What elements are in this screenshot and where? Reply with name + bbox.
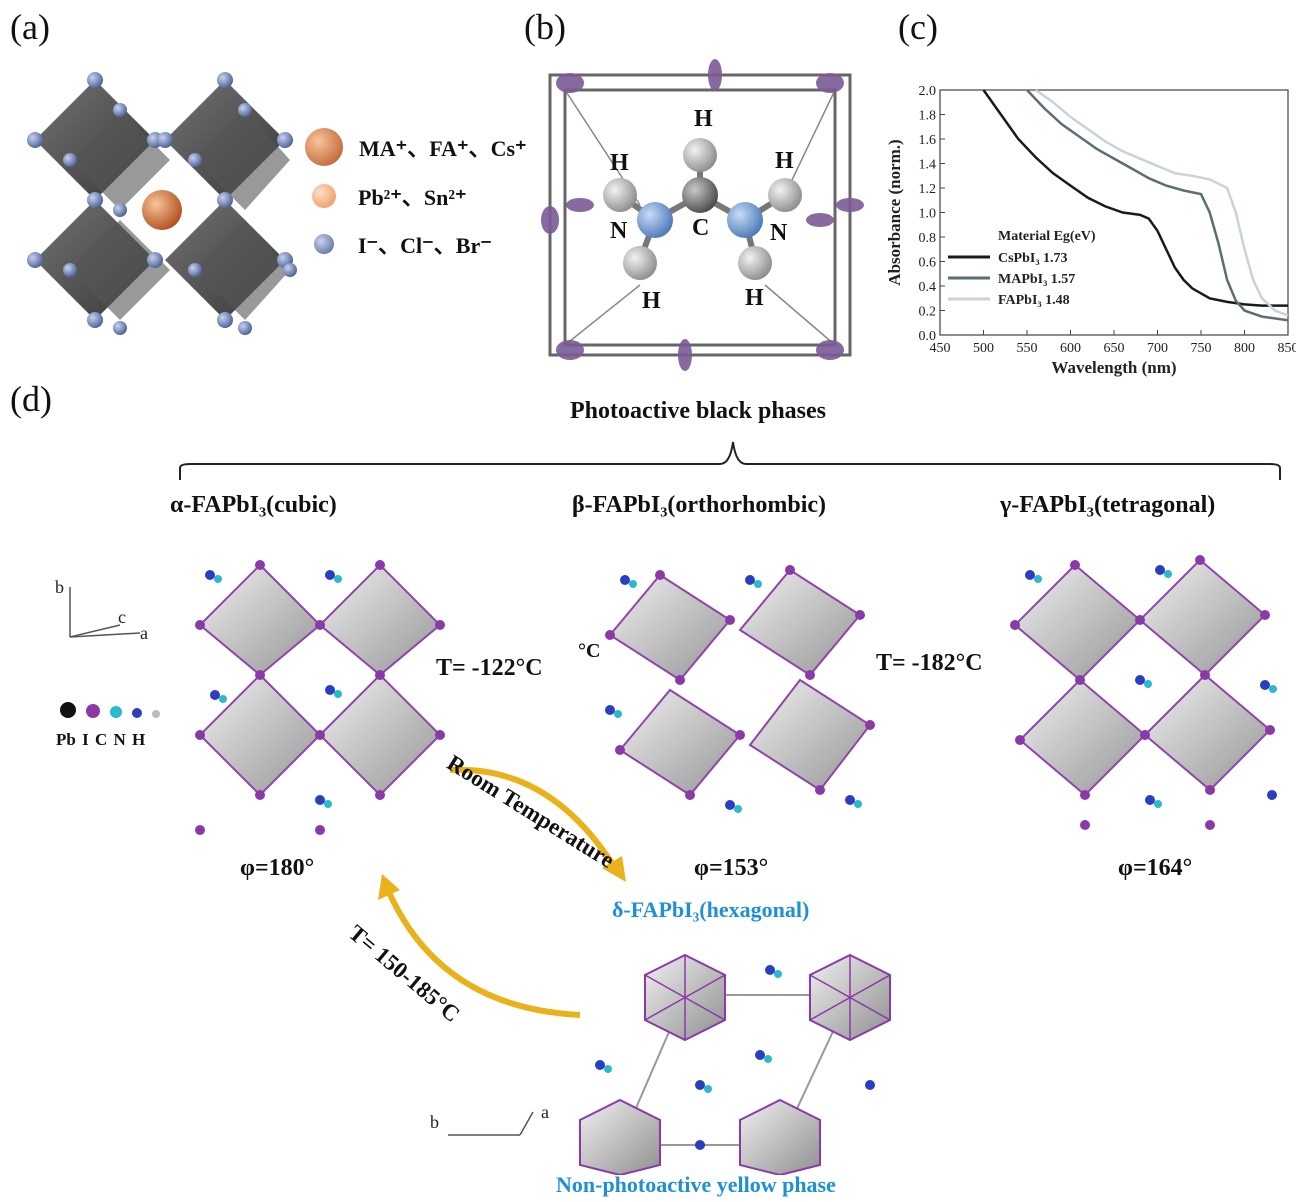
transition-arrows [378,766,626,1018]
legend-halide-text: I⁻、Cl⁻、Br⁻ [358,233,492,258]
atom-color-legend [60,702,160,723]
gamma-angle-label: φ=164° [1118,855,1193,881]
alpha-angle-label: φ=180° [240,855,315,881]
arrow-head-icon [602,856,626,882]
yellow-phase-title: Non-photoactive yellow phase [556,1172,836,1197]
atom-label-h-right: H [775,148,794,174]
series-line-0 [982,89,1288,307]
panel-label-c: (c) [898,7,938,47]
gamma-phase-title: γ-FAPbI₃(tetragonal) [1000,492,1216,518]
x-tick-label: 600 [1060,341,1081,356]
legend-entry-1: MAPbI₃ 1.57 [998,272,1075,287]
octahedra [35,80,290,320]
crystal-axes-icon: b c a [55,577,148,643]
atom-label-n-left: N [610,218,628,244]
transition-fragment-label: °C [578,640,601,662]
halide-anions [27,72,297,335]
gamma-phase-structure [1010,555,1277,830]
y-axis-label: Absorbance (norm.) [885,139,904,285]
x-tick-label: 550 [1017,341,1038,356]
legend-row-halide: I⁻、Cl⁻、Br⁻ [314,228,492,260]
atom-label-n-right: N [770,220,788,246]
c-dot-icon [110,706,122,718]
legend-entry-2: FAPbI₃ 1.48 [998,293,1070,308]
legend-b-site-text: Pb²⁺、Sn²⁺ [358,185,467,210]
legend-a-site-text: MA⁺、FA⁺、Cs⁺ [359,136,527,161]
y-tick-label: 0.2 [919,305,937,320]
series-line-1 [1026,89,1289,322]
y-tick-label: 1.4 [919,158,937,173]
i-dot-icon [86,704,100,718]
orange-small-sphere-icon [312,184,336,208]
atom-legend-labels: Pb I C N H [56,730,146,749]
delta-phase-title: δ-FAPbI₃(hexagonal) [612,897,810,922]
beta-phase-title: β-FAPbI₃(orthorhombic) [572,492,827,518]
perovskite-structure-illustration [27,72,297,335]
beta-phase-structure [605,565,875,813]
h-dot-icon [152,710,160,718]
transition-alpha-beta-label: T= -122°C [436,655,543,681]
axis-c-label: c [118,607,126,627]
y-tick-label: 0.6 [919,256,937,271]
phase-group-brace [179,441,1281,480]
x-tick-label: 750 [1191,341,1212,356]
atom-label-h-bottom-right: H [745,285,764,311]
y-tick-label: 0.4 [919,280,937,295]
y-tick-label: 1.0 [919,207,937,222]
arrow-head-icon [378,874,400,900]
legend-row-b-site: Pb²⁺、Sn²⁺ [312,180,467,212]
delta-phase-structure [579,953,891,1175]
n-dot-icon [132,708,142,718]
series-line-2 [1034,88,1289,317]
transition-beta-gamma-label: T= -182°C [876,650,983,676]
axis-a-label: a [140,623,148,643]
y-tick-label: 1.2 [919,182,937,197]
atom-label-h-top: H [694,106,713,132]
alpha-phase-title: α-FAPbI₃(cubic) [170,492,337,518]
atom-label-c: C [692,215,710,241]
x-tick-label: 700 [1147,341,1168,356]
fa-cation-unit-cell [541,59,864,371]
orange-large-sphere-icon [305,128,343,166]
panel-label-d: (d) [10,379,52,419]
legend-header: Material Eg(eV) [998,229,1096,244]
x-axis-label: Wavelength (nm) [1051,358,1176,377]
heating-arrow [385,888,581,1018]
panel-label-b: (b) [524,7,566,47]
y-tick-label: 1.8 [919,109,937,124]
beta-angle-label: φ=153° [694,855,769,881]
room-temperature-arrow [449,766,618,870]
delta-axis-b-label: b [430,1112,439,1132]
y-tick-label: 1.6 [919,133,937,148]
y-tick-label: 0.8 [919,231,937,246]
atom-label-h-bottom-left: H [642,288,661,314]
x-tick-label: 850 [1278,341,1297,356]
y-tick-label: 2.0 [919,84,937,99]
y-tick-label: 0.0 [919,329,937,344]
legend-row-a-site: MA⁺、FA⁺、Cs⁺ [305,128,527,166]
atom-label-h-left: H [610,150,629,176]
alpha-phase-structure [195,560,445,835]
delta-axis-a-label: a [541,1102,549,1122]
panel-label-a: (a) [10,7,50,47]
black-phases-title: Photoactive black phases [570,398,827,424]
blue-sphere-icon [314,234,334,254]
a-site-cation [142,190,182,230]
absorbance-chart: 450 500 550 600 650 700 750 800 850 0.0 0.2 0.4 0.6 0… [885,84,1297,377]
axis-b-label: b [55,577,64,597]
pb-dot-icon [60,702,76,718]
x-tick-label: 500 [973,341,994,356]
delta-axes-icon: b a [430,1102,549,1136]
x-tick-label: 650 [1104,341,1125,356]
x-tick-label: 800 [1234,341,1255,356]
x-tick-label: 450 [930,341,951,356]
legend-entry-0: CsPbI₃ 1.73 [998,251,1068,266]
